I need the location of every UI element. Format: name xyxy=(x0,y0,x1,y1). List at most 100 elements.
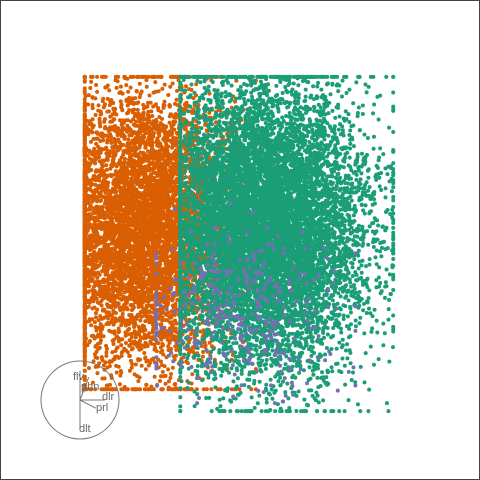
scatter-point xyxy=(127,338,132,343)
scatter-point xyxy=(123,340,128,345)
scatter-point xyxy=(100,324,105,329)
scatter-point xyxy=(133,362,138,367)
scatter-point xyxy=(155,136,160,141)
scatter-point xyxy=(136,100,141,105)
scatter-point xyxy=(90,125,95,130)
scatter-point xyxy=(121,161,126,166)
scatter-point xyxy=(101,363,106,368)
scatter-point xyxy=(204,387,209,392)
scatter-point xyxy=(158,345,163,350)
scatter-point xyxy=(93,296,98,301)
scatter-point xyxy=(82,97,87,102)
scatter-point xyxy=(170,365,175,370)
scatter-point xyxy=(119,133,124,138)
scatter-point xyxy=(93,113,98,118)
scatter-point xyxy=(112,117,117,122)
scatter-point xyxy=(174,97,179,102)
scatter-point xyxy=(160,387,165,392)
scatter-point xyxy=(99,303,104,308)
scatter-point xyxy=(124,83,129,88)
scatter-point xyxy=(170,81,175,86)
scatter-point xyxy=(137,81,142,86)
scatter-point xyxy=(119,268,124,273)
scatter-point xyxy=(152,342,157,347)
scatter-point xyxy=(89,79,94,84)
scatter-point xyxy=(108,262,113,267)
scatter-point xyxy=(118,315,123,320)
scatter-point xyxy=(139,363,144,368)
scatter-point xyxy=(166,385,171,390)
scatter-point xyxy=(118,84,123,89)
scatter-point xyxy=(135,374,140,379)
scatter-point xyxy=(144,84,149,89)
scatter-point xyxy=(104,350,109,355)
scatter-point xyxy=(187,347,192,352)
scatter-point xyxy=(107,359,112,364)
scatter-point xyxy=(162,82,167,87)
scatter-point xyxy=(91,284,96,289)
scatter-point xyxy=(139,89,144,94)
scatter-point xyxy=(146,100,151,105)
scatter-point xyxy=(118,99,123,104)
scatter-point xyxy=(144,382,149,387)
scatter-point xyxy=(124,348,129,353)
scatter-point xyxy=(137,301,142,306)
scatter-point xyxy=(114,370,119,375)
scatter-point xyxy=(129,308,134,313)
scatter-point xyxy=(120,311,125,316)
scatter-point xyxy=(105,383,110,388)
scatter-point xyxy=(133,228,138,233)
scatter-point xyxy=(95,300,100,305)
scatter-point xyxy=(112,229,117,234)
scatter-point xyxy=(87,205,92,210)
scatter-point xyxy=(135,134,140,139)
scatter-point xyxy=(136,74,141,79)
scatter-point xyxy=(184,84,188,89)
scatter-point xyxy=(114,317,119,322)
scatter-point xyxy=(138,335,143,340)
scatter-point xyxy=(143,367,148,372)
scatter-point xyxy=(114,294,119,299)
scatter-point xyxy=(142,332,147,337)
scatter-point xyxy=(166,93,171,97)
scatter-point xyxy=(125,123,130,128)
scatter-point xyxy=(116,74,121,79)
scatter-point xyxy=(106,109,111,114)
scatter-point xyxy=(142,336,147,341)
scatter-point xyxy=(94,82,99,87)
scatter-point xyxy=(92,220,97,225)
scatter-point xyxy=(105,140,110,145)
scatter-point xyxy=(172,220,177,225)
scatter-point xyxy=(97,118,102,123)
scatter-point xyxy=(90,102,95,107)
scatter-point xyxy=(168,112,173,117)
scatter-point xyxy=(200,354,205,359)
scatter-point xyxy=(96,103,101,108)
scatter-point xyxy=(130,346,135,351)
scatter-point xyxy=(130,222,135,227)
scatter-point xyxy=(173,344,178,349)
scatter-point xyxy=(143,140,148,145)
scatter-point xyxy=(132,142,137,147)
scatter-point xyxy=(152,166,157,171)
scatter-point xyxy=(95,275,100,280)
scatter-point xyxy=(161,105,166,110)
scatter-point xyxy=(149,132,154,137)
scatter-point xyxy=(114,85,119,90)
scatter-point xyxy=(95,74,100,79)
scatter-point xyxy=(113,78,118,83)
scatter-point xyxy=(115,345,120,350)
scatter-points xyxy=(82,74,396,414)
scatter-point xyxy=(138,318,143,323)
scatter-point xyxy=(82,141,87,146)
scatter-point xyxy=(133,335,138,340)
scatter-point xyxy=(110,145,115,150)
scatter-point xyxy=(105,213,110,218)
scatter-point xyxy=(157,114,162,119)
scatter-point xyxy=(207,340,212,345)
scatter-point xyxy=(152,178,157,183)
scatter-point xyxy=(159,349,164,354)
scatter-point xyxy=(151,90,156,95)
scatter-point xyxy=(116,364,121,369)
scatter-point xyxy=(133,123,138,128)
